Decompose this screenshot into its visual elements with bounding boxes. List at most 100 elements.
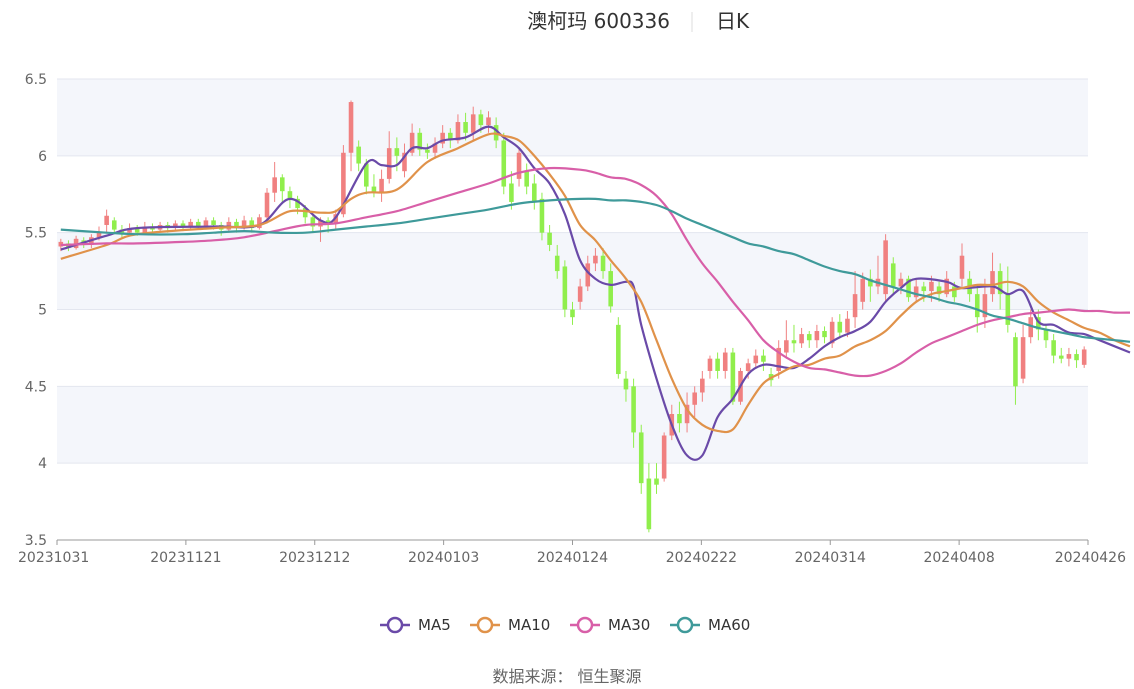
candle	[409, 123, 415, 156]
candle-body	[982, 294, 988, 318]
x-tick-label: 20240124	[537, 550, 608, 566]
candle	[448, 128, 453, 149]
candle-body	[814, 331, 820, 341]
candle	[677, 401, 682, 433]
candle	[524, 163, 529, 195]
candle	[554, 244, 560, 279]
y-tick-label: 4.5	[25, 379, 47, 395]
y-tick-label: 4	[38, 456, 47, 472]
candle-body	[295, 198, 300, 209]
candle	[799, 327, 804, 348]
candle	[104, 209, 109, 233]
legend-item-ma30[interactable]: MA30	[570, 616, 650, 634]
candle-body	[287, 191, 293, 199]
candle	[371, 174, 377, 198]
candle	[348, 100, 354, 172]
candle	[654, 463, 659, 494]
candle-body	[249, 220, 255, 229]
candle	[715, 352, 720, 379]
candle	[562, 260, 568, 318]
candle	[463, 112, 468, 141]
candle	[623, 370, 629, 402]
ma-lines	[60, 125, 1131, 461]
candle-body	[990, 271, 995, 295]
candle-body	[936, 286, 942, 295]
legend[interactable]: MA5 MA10 MA30 MA60	[380, 616, 750, 634]
candle-body	[1066, 354, 1072, 359]
candle-body	[761, 355, 766, 362]
candle-body	[264, 192, 270, 218]
candle-body	[455, 122, 461, 141]
candle	[440, 125, 445, 149]
candle-body	[470, 114, 476, 133]
candle-body	[745, 363, 751, 371]
candle-body	[974, 294, 980, 318]
candle-body	[577, 286, 583, 302]
candle-body	[906, 278, 911, 298]
candle-body	[921, 286, 927, 292]
candle-body	[570, 309, 575, 318]
candle-body	[852, 294, 858, 318]
candle-body	[623, 378, 629, 390]
candle	[386, 131, 392, 184]
candle-body	[753, 355, 759, 364]
candle-body	[532, 183, 537, 202]
candle	[379, 169, 384, 202]
candle-body	[638, 432, 644, 484]
candle	[845, 311, 850, 338]
candle	[600, 248, 606, 279]
candle	[417, 128, 423, 156]
candle	[532, 174, 537, 210]
candle-body	[1051, 340, 1056, 356]
candle-body	[1005, 294, 1011, 325]
legend-item-ma10[interactable]: MA10	[470, 616, 550, 634]
candle-body	[1028, 317, 1034, 338]
candle-body	[1013, 337, 1018, 387]
candle	[829, 317, 835, 348]
candle-body	[829, 321, 835, 344]
candle-body	[944, 278, 950, 295]
candle-body	[1020, 337, 1026, 379]
candle-body	[1043, 329, 1049, 341]
candle	[1074, 349, 1079, 368]
candle-body	[386, 148, 392, 179]
candle	[188, 218, 193, 230]
candle-body	[684, 404, 690, 424]
x-tick-label: 20240314	[795, 550, 866, 566]
candle	[249, 217, 255, 233]
legend-item-ma60[interactable]: MA60	[670, 616, 750, 634]
candle	[638, 424, 644, 494]
candle-body	[616, 324, 621, 375]
candle-body	[111, 220, 117, 230]
candle-body	[478, 114, 484, 126]
candle	[272, 161, 277, 202]
candle-body	[432, 143, 438, 153]
legend-item-ma5[interactable]: MA5	[380, 616, 451, 634]
candle	[646, 463, 652, 533]
candle-body	[463, 122, 468, 133]
candle	[761, 349, 766, 371]
candle	[287, 186, 293, 209]
candle-body	[448, 132, 453, 141]
candle	[1036, 309, 1041, 341]
candle	[913, 278, 919, 302]
candle-body	[325, 220, 331, 224]
legend-label: MA30	[608, 616, 650, 634]
candle-body	[799, 334, 804, 344]
candle-body	[425, 149, 430, 153]
candle	[730, 347, 736, 405]
candle-body	[952, 286, 957, 298]
candle-body	[501, 140, 507, 187]
y-tick-label: 3.5	[25, 533, 47, 549]
candle-body	[845, 318, 850, 333]
candle-body	[234, 221, 239, 227]
candle	[990, 252, 995, 302]
candle-body	[241, 220, 247, 227]
candle-body	[1081, 349, 1087, 365]
candle-body	[554, 255, 560, 272]
candle	[906, 275, 911, 302]
candle-body	[257, 217, 262, 229]
x-tick-label: 20231031	[18, 550, 89, 566]
candle-body	[585, 263, 591, 287]
